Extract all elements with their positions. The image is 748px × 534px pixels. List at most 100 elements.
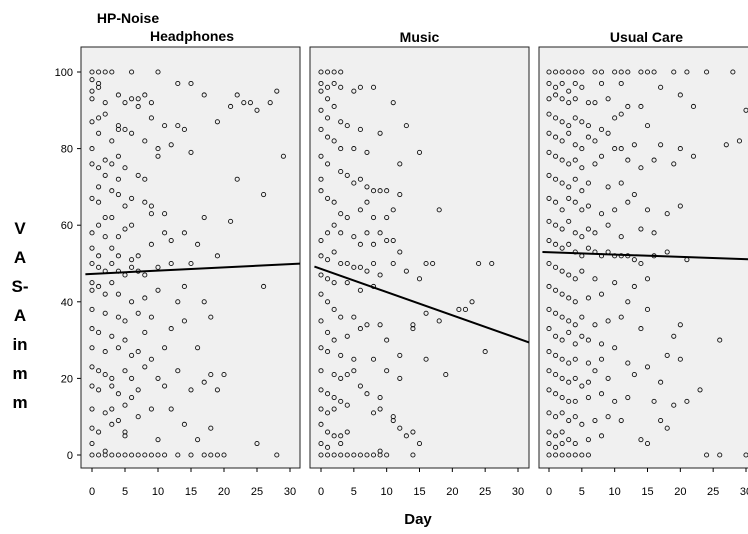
data-point bbox=[553, 352, 559, 358]
data-point bbox=[638, 69, 644, 75]
data-point bbox=[331, 80, 337, 87]
data-point bbox=[115, 192, 121, 198]
data-points bbox=[318, 69, 495, 458]
data-point bbox=[651, 230, 657, 236]
data-point bbox=[546, 452, 552, 458]
data-point bbox=[585, 100, 591, 106]
data-point bbox=[261, 192, 267, 198]
data-point bbox=[585, 437, 591, 443]
data-point bbox=[338, 146, 344, 152]
data-point bbox=[102, 100, 108, 106]
data-point bbox=[89, 77, 95, 83]
data-point bbox=[559, 80, 565, 87]
data-point bbox=[476, 260, 482, 267]
data-point bbox=[142, 138, 148, 144]
data-point bbox=[436, 207, 442, 213]
data-point bbox=[338, 398, 344, 404]
data-point bbox=[331, 199, 337, 205]
data-point bbox=[109, 245, 115, 251]
x-tick-label: 0 bbox=[546, 486, 552, 498]
data-point bbox=[148, 115, 154, 121]
x-tick-label: 10 bbox=[381, 486, 393, 498]
data-point bbox=[331, 372, 337, 378]
data-point bbox=[618, 417, 624, 424]
data-point bbox=[109, 406, 115, 412]
panel-title: Usual Care bbox=[610, 29, 683, 45]
data-point bbox=[469, 299, 475, 305]
data-point bbox=[612, 69, 618, 75]
x-tick-label: 20 bbox=[446, 486, 458, 498]
data-point bbox=[195, 345, 201, 351]
data-point bbox=[553, 134, 559, 140]
data-point bbox=[585, 295, 591, 301]
data-point bbox=[214, 452, 220, 458]
data-point bbox=[96, 222, 102, 228]
data-point bbox=[102, 310, 108, 316]
data-point bbox=[456, 306, 462, 313]
data-point bbox=[318, 368, 324, 374]
data-point bbox=[598, 69, 605, 75]
data-point bbox=[579, 333, 585, 339]
data-point bbox=[579, 234, 585, 240]
data-point bbox=[553, 176, 559, 182]
data-point bbox=[96, 84, 102, 90]
data-point bbox=[638, 437, 644, 443]
panel-usual-care: Usual Care 0 5 10 15 20 25 30 bbox=[538, 29, 748, 498]
data-point bbox=[364, 230, 370, 236]
data-point bbox=[592, 161, 598, 167]
data-point bbox=[566, 130, 572, 136]
data-point bbox=[546, 440, 552, 447]
data-point bbox=[612, 398, 618, 404]
data-point bbox=[559, 69, 565, 75]
data-point bbox=[377, 188, 383, 194]
data-point bbox=[318, 272, 324, 278]
data-point bbox=[89, 195, 95, 201]
data-point bbox=[148, 356, 154, 362]
data-point bbox=[559, 207, 565, 213]
data-point bbox=[566, 123, 572, 129]
data-point bbox=[155, 146, 161, 152]
data-point bbox=[553, 199, 559, 205]
data-point bbox=[247, 100, 253, 106]
data-point bbox=[318, 188, 324, 194]
y-axis-title-line: m bbox=[12, 364, 27, 383]
data-point bbox=[228, 218, 234, 224]
data-point bbox=[318, 69, 324, 75]
data-point bbox=[96, 115, 102, 121]
data-point bbox=[195, 241, 201, 247]
data-point bbox=[410, 429, 416, 435]
data-point bbox=[109, 260, 115, 267]
panel-frame bbox=[80, 46, 301, 469]
data-point bbox=[546, 326, 552, 332]
data-point bbox=[89, 306, 95, 313]
data-point bbox=[325, 349, 331, 355]
data-point bbox=[208, 314, 214, 320]
data-point bbox=[188, 260, 194, 267]
data-point bbox=[142, 272, 148, 278]
data-point bbox=[338, 440, 344, 447]
data-point bbox=[181, 230, 187, 236]
data-point bbox=[579, 188, 585, 194]
panel-title: Music bbox=[400, 29, 440, 45]
data-point bbox=[102, 69, 108, 75]
data-point bbox=[168, 406, 174, 412]
data-point bbox=[325, 134, 331, 140]
data-point bbox=[559, 268, 565, 274]
data-point bbox=[102, 172, 108, 178]
data-point bbox=[546, 283, 552, 290]
data-point bbox=[344, 172, 350, 178]
data-point bbox=[148, 452, 154, 458]
data-point bbox=[96, 184, 102, 190]
data-point bbox=[559, 226, 565, 232]
data-point bbox=[598, 356, 605, 362]
data-point bbox=[553, 264, 559, 270]
y-axis: 0 20 40 60 80 100 bbox=[55, 67, 81, 462]
data-point bbox=[377, 272, 383, 278]
x-tick-label: 25 bbox=[479, 486, 491, 498]
data-point bbox=[559, 440, 565, 447]
data-point bbox=[553, 310, 559, 316]
data-point bbox=[416, 149, 423, 155]
data-point bbox=[566, 417, 572, 424]
data-point bbox=[598, 291, 605, 297]
data-point bbox=[155, 452, 161, 458]
